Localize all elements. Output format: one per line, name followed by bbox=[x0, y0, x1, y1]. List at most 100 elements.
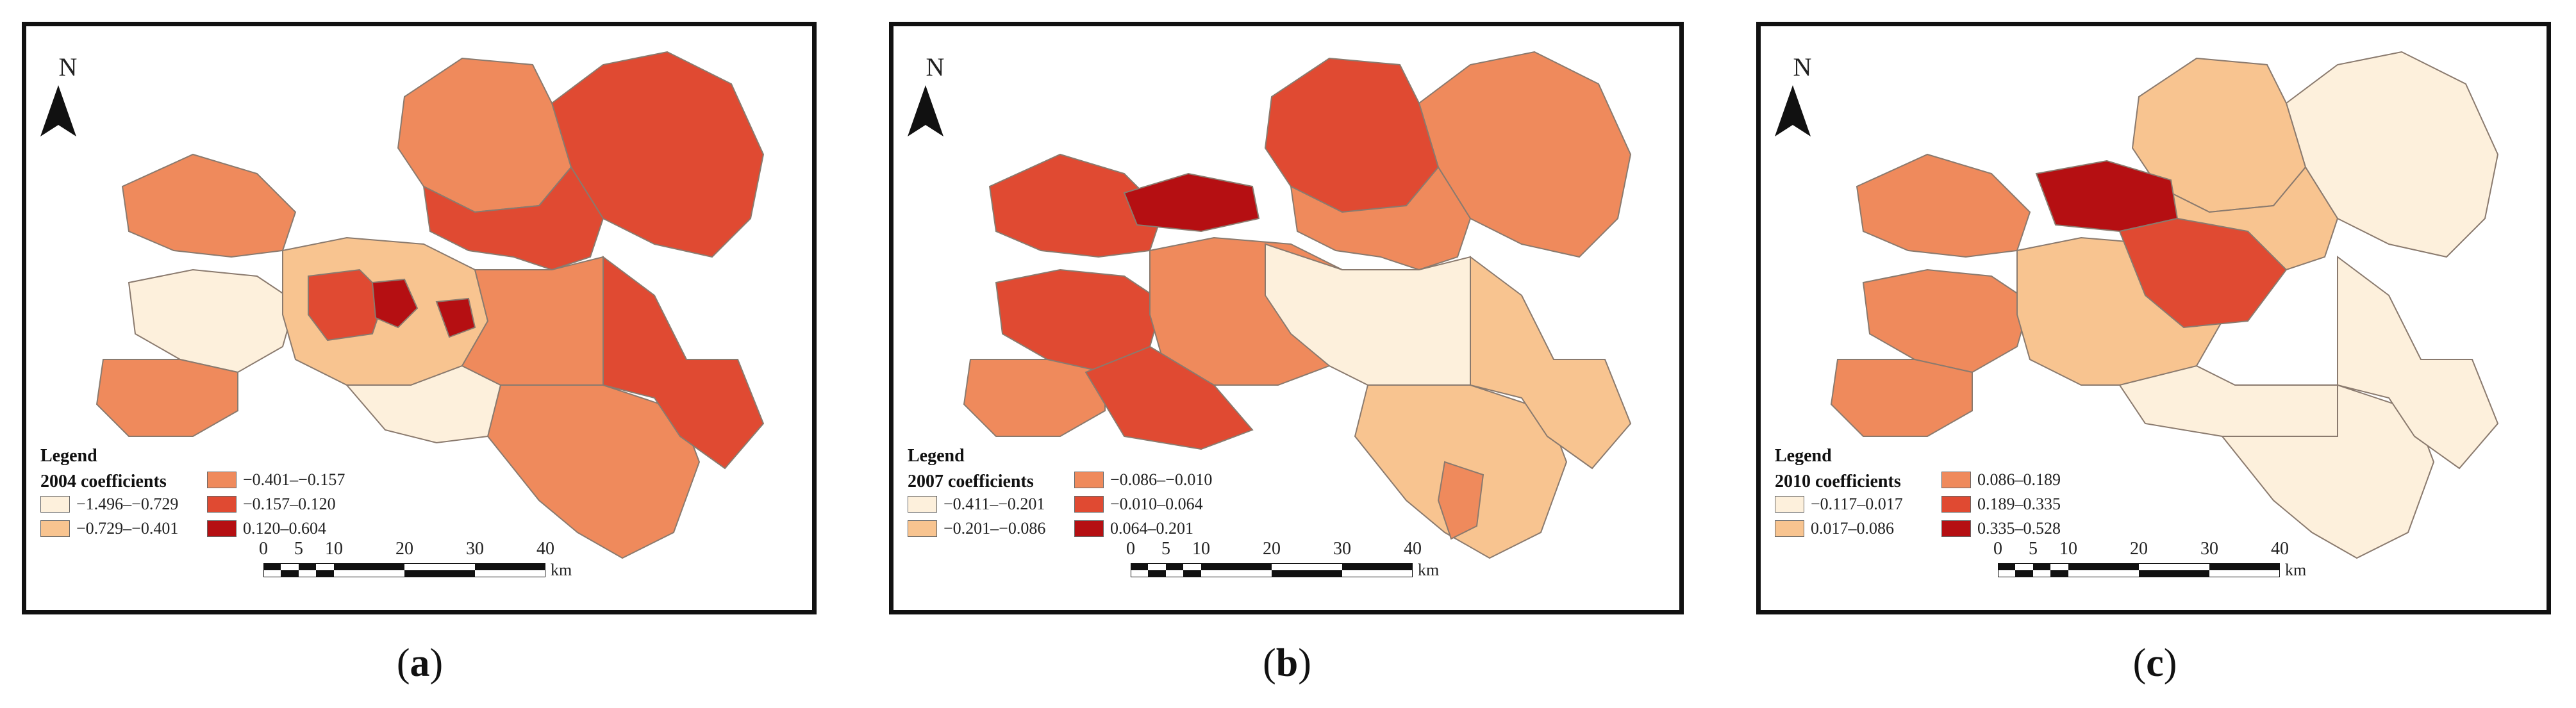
legend-swatch bbox=[1074, 496, 1104, 513]
caption-letter: c bbox=[2146, 641, 2164, 685]
scale-bar: 0 5 10 20 30 40 km bbox=[259, 539, 572, 597]
map-panel-b: N Legend 2007 coefficients −0.411–−0.201… bbox=[889, 22, 1684, 614]
caption-b: (b) bbox=[1263, 641, 1311, 685]
scale-tick-label: 0 bbox=[259, 539, 268, 559]
legend: Legend 2007 coefficients −0.411–−0.201 −… bbox=[908, 446, 1228, 542]
map-region-south bbox=[486, 384, 701, 559]
scale-bar-graphic bbox=[1998, 563, 2280, 577]
legend-swatch bbox=[908, 496, 937, 513]
map-region-northwest bbox=[1856, 153, 2031, 258]
scale-tick-label: 30 bbox=[466, 539, 484, 559]
legend-swatch bbox=[908, 520, 937, 537]
scale-bar-graphic bbox=[1131, 563, 1413, 577]
map-panel-a: N Legend 2004 coefficients −1.496–−0.729… bbox=[22, 22, 817, 614]
map-region-inner-east bbox=[1265, 243, 1471, 386]
map-region-core-west bbox=[308, 268, 386, 342]
map-region-west bbox=[128, 268, 297, 374]
legend-label: −1.496–−0.729 bbox=[76, 495, 179, 513]
north-arrow: N bbox=[906, 52, 964, 161]
legend-swatch bbox=[207, 472, 237, 488]
map-region-far-south bbox=[1437, 461, 1484, 540]
map-region-south-center bbox=[2118, 365, 2338, 437]
legend-label: 0.017–0.086 bbox=[1811, 519, 1894, 538]
legend-title: Legend bbox=[908, 446, 965, 466]
map-region-southwest bbox=[1830, 359, 1973, 437]
map-region-north-center bbox=[1290, 166, 1472, 271]
scale-tick-label: 20 bbox=[395, 539, 413, 559]
legend-label: −0.201–−0.086 bbox=[943, 519, 1046, 538]
map-region-east bbox=[1470, 256, 1632, 470]
map-region-core-north bbox=[1123, 172, 1260, 233]
legend-label: −0.411–−0.201 bbox=[943, 495, 1045, 513]
scale-tick-label: 5 bbox=[2029, 539, 2038, 559]
map-region-core-east bbox=[2118, 217, 2288, 329]
map-region-west bbox=[1862, 268, 2031, 374]
legend-swatch bbox=[1775, 520, 1804, 537]
scale-tick-label: 40 bbox=[536, 539, 554, 559]
map-region-inner-east bbox=[461, 256, 604, 386]
map-region-southwest bbox=[96, 359, 238, 437]
north-label: N bbox=[1793, 53, 1812, 81]
legend-label: 0.086–0.189 bbox=[1977, 470, 2061, 489]
scale-bar: 0 5 10 20 30 40 km bbox=[1993, 539, 2307, 597]
legend-label: 0.189–0.335 bbox=[1977, 495, 2061, 513]
legend-swatch bbox=[1775, 496, 1804, 513]
scale-unit: km bbox=[2285, 561, 2307, 579]
scale-tick-label: 20 bbox=[1263, 539, 1281, 559]
legend-label: −0.401–−0.157 bbox=[243, 470, 345, 489]
legend-label: −0.010–0.064 bbox=[1110, 495, 1203, 513]
caption-letter: a bbox=[410, 641, 430, 685]
scale-tick-label: 40 bbox=[2271, 539, 2289, 559]
legend-label: −0.117–0.017 bbox=[1811, 495, 1903, 513]
map-region-east bbox=[2337, 256, 2499, 470]
legend-swatch bbox=[1074, 520, 1104, 537]
legend-title: Legend bbox=[40, 446, 97, 466]
scale-unit: km bbox=[551, 561, 572, 579]
map-region-east bbox=[602, 256, 765, 470]
legend-subtitle: 2004 coefficients bbox=[40, 472, 167, 491]
choropleth-map-2004 bbox=[96, 51, 765, 559]
scale-bar-graphic bbox=[263, 563, 545, 577]
scale-tick-label: 20 bbox=[2130, 539, 2148, 559]
scale-tick-label: 10 bbox=[2059, 539, 2077, 559]
map-region-south-center bbox=[345, 365, 502, 444]
scale-tick-label: 10 bbox=[325, 539, 343, 559]
legend-swatch bbox=[207, 520, 237, 537]
north-arrow: N bbox=[1774, 52, 1831, 161]
legend-swatch bbox=[40, 520, 70, 537]
map-region-south-center bbox=[1084, 345, 1254, 450]
north-label: N bbox=[926, 53, 945, 81]
map-region-core bbox=[371, 278, 419, 329]
legend-swatch bbox=[207, 496, 237, 513]
legend-title: Legend bbox=[1775, 446, 1832, 466]
scale-tick-label: 5 bbox=[1161, 539, 1170, 559]
choropleth-map-2010 bbox=[1830, 51, 2499, 559]
legend-label: −0.729–−0.401 bbox=[76, 519, 179, 538]
legend-subtitle: 2010 coefficients bbox=[1775, 472, 1901, 491]
scale-tick-label: 10 bbox=[1192, 539, 1210, 559]
scale-bar: 0 5 10 20 30 40 km bbox=[1126, 539, 1439, 597]
caption-a: (a) bbox=[396, 641, 444, 685]
legend-swatch bbox=[1941, 496, 1971, 513]
legend-swatch bbox=[1941, 520, 1971, 537]
north-arrow: N bbox=[39, 52, 97, 161]
legend-label: 0.064–0.201 bbox=[1110, 519, 1193, 538]
map-panel-c: N Legend 2010 coefficients −0.117–0.017 … bbox=[1756, 22, 2551, 614]
map-region-core-east bbox=[435, 297, 476, 338]
legend-subtitle: 2007 coefficients bbox=[908, 472, 1034, 491]
legend-swatch bbox=[1074, 472, 1104, 488]
legend-label: 0.120–0.604 bbox=[243, 519, 326, 538]
scale-tick-label: 0 bbox=[1126, 539, 1135, 559]
legend-swatch bbox=[40, 496, 70, 513]
north-arrow-icon bbox=[40, 85, 76, 136]
scale-tick-label: 30 bbox=[2200, 539, 2218, 559]
north-arrow-icon bbox=[1775, 85, 1811, 136]
map-region-southwest bbox=[963, 359, 1106, 437]
caption-c: (c) bbox=[2132, 641, 2177, 685]
legend-label: −0.157–0.120 bbox=[243, 495, 336, 513]
legend-label: 0.335–0.528 bbox=[1977, 519, 2061, 538]
legend: Legend 2004 coefficients −1.496–−0.729 −… bbox=[40, 446, 361, 542]
north-arrow-icon bbox=[908, 85, 943, 136]
caption-letter: b bbox=[1276, 641, 1299, 685]
scale-tick-label: 5 bbox=[294, 539, 303, 559]
